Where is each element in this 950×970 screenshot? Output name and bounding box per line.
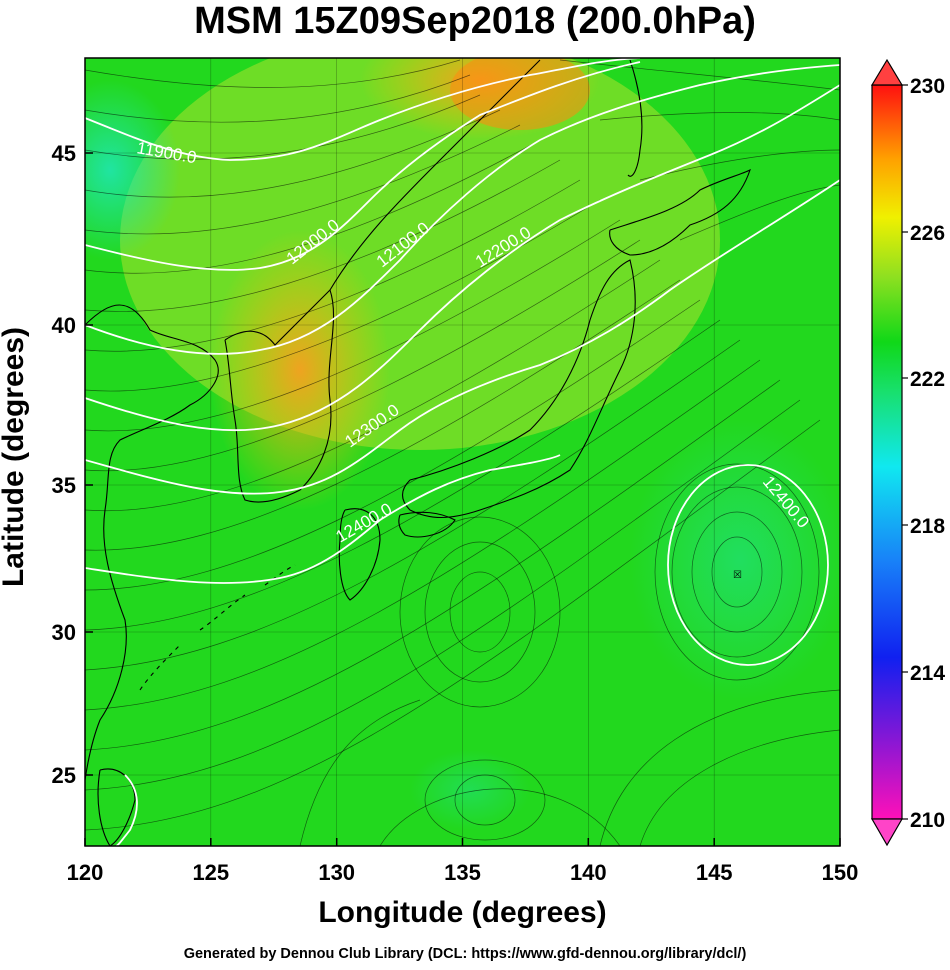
colorbar: 230 226 222 218 214 210 — [870, 58, 945, 847]
x-tick-label: 140 — [570, 860, 607, 885]
field-hot-korea — [210, 230, 390, 510]
y-tick-label: 25 — [52, 763, 76, 788]
shikoku — [398, 511, 456, 538]
contour-12300 — [85, 179, 840, 495]
colorbar-label: 222 — [910, 368, 945, 391]
contour-12100 — [85, 64, 840, 355]
russia-coast — [329, 59, 541, 291]
contour-12400-closed — [667, 464, 829, 666]
x-tick-label: 150 — [822, 860, 859, 885]
x-tick-label: 130 — [318, 860, 355, 885]
x-tick-label: 145 — [696, 860, 733, 885]
y-tick-label: 45 — [52, 141, 76, 166]
sakhalin — [627, 59, 643, 177]
footer-credit: Generated by Dennou Club Library (DCL: h… — [183, 946, 747, 962]
height-contours — [85, 58, 840, 846]
x-axis-label: Longitude (degrees) — [318, 896, 607, 929]
korea-coast — [224, 288, 335, 503]
colorbar-label: 226 — [910, 222, 945, 245]
contour-11900 — [85, 58, 641, 161]
wind-streamlines — [85, 59, 840, 846]
colorbar-label: 218 — [910, 515, 945, 538]
y-tick-label: 30 — [52, 620, 76, 645]
x-tick-labels: 120 125 130 135 140 145 150 — [67, 860, 859, 885]
y-tick-label: 40 — [52, 313, 76, 338]
y-tick-labels: 25 30 35 40 45 — [52, 141, 76, 788]
field-cool-south — [410, 750, 530, 830]
x-tick-label: 135 — [444, 860, 481, 885]
field-cool-east — [630, 420, 840, 700]
temperature-field — [85, 58, 840, 846]
colorbar-label: 230 — [910, 75, 945, 98]
hokkaido — [609, 168, 751, 256]
field-hottest — [450, 58, 590, 130]
axis-ticks — [84, 152, 841, 846]
graticule — [85, 58, 840, 846]
contour-sw — [115, 774, 138, 846]
coastlines — [85, 59, 751, 846]
colorbar-top-arrow — [870, 58, 904, 86]
field-cool-northwest — [85, 80, 180, 260]
map-title: MSM 15Z09Sep2018 (200.0hPa) — [194, 0, 756, 42]
cyclone-center-mark: ☒ — [733, 570, 742, 581]
ryukyu — [139, 564, 296, 691]
x-tick-label: 120 — [67, 860, 104, 885]
china-coast — [85, 304, 219, 781]
contour-12400 — [85, 454, 561, 584]
y-tick-label: 35 — [52, 473, 76, 498]
contour-12000 — [85, 61, 641, 271]
colorbar-bottom-arrow — [870, 818, 904, 847]
colorbar-label: 214 — [910, 662, 945, 685]
colorbar-body — [871, 84, 903, 820]
kyushu — [338, 508, 381, 601]
x-tick-label: 125 — [192, 860, 229, 885]
contour-12200 — [85, 84, 840, 432]
y-axis-label: Latitude (degrees) — [0, 326, 30, 588]
colorbar-label: 210 — [910, 809, 945, 832]
